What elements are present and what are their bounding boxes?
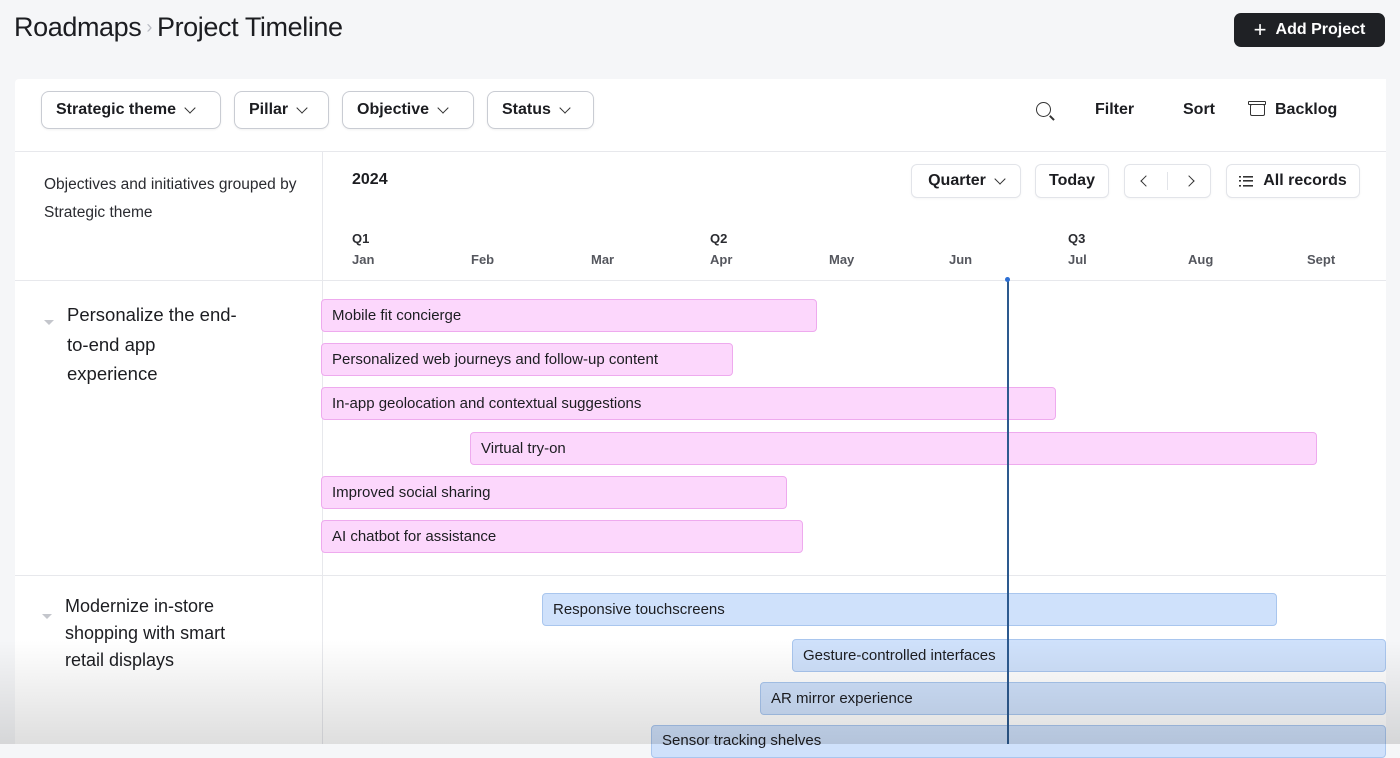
breadcrumb-separator: › [146, 17, 152, 37]
objective-dropdown[interactable]: Objective [342, 91, 474, 129]
dropdown-label: Status [502, 101, 551, 118]
initiative-bar[interactable]: Gesture-controlled interfaces [792, 639, 1386, 672]
today-marker-line [1007, 281, 1009, 744]
backlog-label: Backlog [1275, 101, 1338, 118]
initiative-bar[interactable]: AI chatbot for assistance [321, 520, 803, 553]
search-icon[interactable] [1036, 102, 1051, 117]
filter-toolbar: Strategic theme Pillar Objective Status … [15, 79, 1386, 152]
month-label: Aug [1188, 252, 1214, 267]
archive-icon [1248, 101, 1266, 116]
add-project-label: Add Project [1275, 21, 1366, 38]
all-records-label: All records [1263, 172, 1347, 189]
today-label: Today [1049, 172, 1095, 189]
month-label: Sept [1307, 252, 1336, 267]
initiative-bar[interactable]: AR mirror experience [760, 682, 1386, 715]
month-label: Jul [1068, 252, 1087, 267]
next-button[interactable] [1168, 175, 1210, 187]
initiative-bar[interactable]: Virtual try-on [470, 432, 1317, 465]
month-label: Jun [949, 252, 973, 267]
zoom-label: Quarter [928, 172, 986, 189]
grouping-description: Objectives and initiatives grouped by St… [44, 176, 297, 221]
add-project-button[interactable]: + Add Project [1234, 13, 1385, 47]
year-label: 2024 [352, 171, 388, 188]
collapse-caret-icon[interactable] [44, 320, 54, 325]
dropdown-label: Strategic theme [56, 101, 177, 118]
chevron-right-icon [1183, 175, 1195, 187]
all-records-button[interactable]: All records [1226, 164, 1360, 198]
timeline-panel: Strategic theme Pillar Objective Status … [15, 79, 1386, 758]
today-button[interactable]: Today [1035, 164, 1109, 198]
group-divider [15, 575, 1386, 576]
page-title: Project Timeline [156, 12, 343, 42]
sort-button[interactable]: Sort [1183, 101, 1215, 118]
initiative-bar[interactable]: Sensor tracking shelves [651, 725, 1386, 758]
chevron-left-icon [1140, 175, 1152, 187]
zoom-dropdown[interactable]: Quarter [911, 164, 1021, 198]
backlog-button[interactable]: Backlog [1248, 101, 1338, 119]
timeline-header: 2024 Quarter Today All records Q1 Q2 Q3 … [15, 152, 1386, 281]
quarter-label: Q2 [710, 231, 728, 246]
breadcrumb-roadmaps[interactable]: Roadmaps [14, 12, 142, 42]
initiative-bar[interactable]: In-app geolocation and contextual sugges… [321, 387, 1056, 420]
chevron-down-icon [437, 102, 449, 114]
filter-button[interactable]: Filter [1095, 101, 1135, 118]
initiative-bar[interactable]: Personalized web journeys and follow-up … [321, 343, 733, 376]
nav-arrows [1124, 164, 1211, 198]
quarter-label: Q3 [1068, 231, 1086, 246]
chevron-down-icon [184, 102, 196, 114]
initiative-bar[interactable]: Mobile fit concierge [321, 299, 817, 332]
pillar-dropdown[interactable]: Pillar [234, 91, 329, 129]
divider [1167, 172, 1168, 190]
month-label: Feb [471, 252, 495, 267]
month-label: Mar [591, 252, 615, 267]
today-marker-dot [1005, 277, 1010, 282]
chevron-down-icon [994, 173, 1006, 185]
quarter-label: Q1 [352, 231, 370, 246]
month-label: Apr [710, 252, 733, 267]
plus-icon: + [1253, 17, 1267, 42]
chevron-down-icon [559, 102, 571, 114]
previous-button[interactable] [1125, 175, 1167, 187]
initiative-bar[interactable]: Responsive touchscreens [542, 593, 1277, 626]
strategic-theme-dropdown[interactable]: Strategic theme [41, 91, 221, 129]
month-label: Jan [352, 252, 375, 267]
dropdown-label: Pillar [249, 101, 289, 118]
collapse-caret-icon[interactable] [42, 614, 52, 619]
month-label: May [829, 252, 855, 267]
chevron-down-icon [296, 102, 308, 114]
status-dropdown[interactable]: Status [487, 91, 594, 129]
initiative-bar[interactable]: Improved social sharing [321, 476, 787, 509]
group-title: Modernize in-store shopping with smart r… [65, 596, 226, 670]
list-icon [1239, 175, 1254, 187]
dropdown-label: Objective [357, 101, 430, 118]
group-title: Personalize the end-to-end app experienc… [67, 304, 237, 384]
group-column: Objectives and initiatives grouped by St… [15, 152, 323, 744]
breadcrumb: Roadmaps › Project Timeline [14, 12, 343, 43]
